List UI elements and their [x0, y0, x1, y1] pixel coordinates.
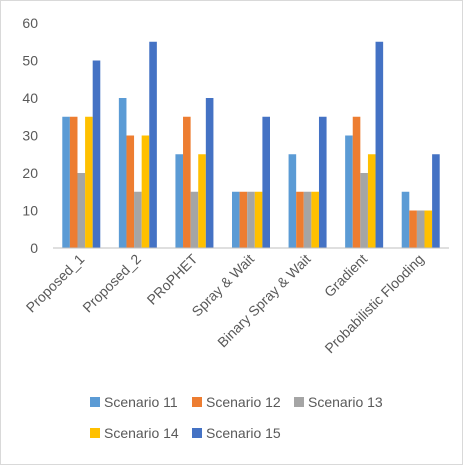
legend-swatch: [90, 397, 100, 407]
bar-scenario-13-0: [77, 173, 86, 248]
bar-scenario-11-0: [62, 116, 70, 248]
bar-scenario-11-1: [118, 98, 127, 248]
legend-swatch: [192, 397, 202, 407]
bar-scenario-15-1: [149, 41, 157, 248]
x-tick-label: Proposed_1: [23, 251, 88, 316]
legend-label: Scenario 14: [104, 425, 179, 441]
legend-label: Scenario 15: [206, 425, 281, 441]
y-tick-label: 20: [22, 165, 38, 181]
bar-scenario-12-5: [352, 116, 361, 248]
y-tick-label: 10: [22, 203, 38, 219]
y-tick-label: 60: [22, 15, 38, 31]
legend-label: Scenario 11: [104, 394, 178, 410]
bar-scenario-15-5: [375, 41, 384, 248]
bar-scenario-14-4: [311, 191, 319, 248]
legend-label: Scenario 13: [308, 394, 383, 410]
bar-scenario-14-5: [367, 154, 376, 248]
y-tick-label: 0: [30, 240, 38, 256]
bar-scenario-13-3: [247, 191, 255, 248]
bar-scenario-13-4: [303, 191, 312, 248]
bar-scenario-14-3: [254, 191, 263, 248]
x-tick-label: Gradient: [321, 251, 370, 300]
bar-scenario-12-1: [126, 135, 135, 248]
bar-scenario-12-0: [69, 116, 78, 248]
bar-scenario-12-2: [183, 116, 191, 248]
legend-label: Scenario 12: [206, 394, 281, 410]
x-tick-label: PRoPHET: [144, 250, 201, 307]
y-tick-label: 40: [22, 90, 38, 106]
bar-scenario-12-4: [296, 191, 304, 248]
bar-scenario-13-2: [190, 191, 199, 248]
legend: Scenario 11 Scenario 12 Scenario 13 Scenari…: [90, 394, 383, 441]
bar-scenario-12-6: [409, 210, 417, 248]
bar-scenario-11-4: [288, 154, 297, 248]
bar-scenario-15-4: [318, 116, 327, 248]
bar-scenario-11-6: [401, 191, 410, 248]
bar-scenario-13-5: [360, 173, 368, 248]
x-tick-label: Probabilistic Flooding: [321, 251, 426, 356]
legend-swatch: [90, 428, 100, 438]
bar-scenario-12-3: [239, 191, 248, 248]
bar-scenario-14-2: [198, 154, 206, 248]
bar-scenario-15-2: [205, 98, 214, 248]
bar-scenario-11-3: [232, 191, 240, 248]
bars: [62, 41, 440, 248]
bar-scenario-11-5: [345, 135, 353, 248]
legend-swatch: [294, 397, 304, 407]
legend-swatch: [192, 428, 202, 438]
bar-scenario-15-6: [432, 154, 440, 248]
x-tick-label: Binary Spray & Wait: [214, 251, 314, 351]
bar-scenario-13-1: [134, 191, 142, 248]
x-tick-label: Proposed_2: [79, 251, 144, 316]
y-tick-label: 50: [22, 53, 38, 69]
y-tick-label: 30: [22, 128, 38, 144]
bar-scenario-11-2: [175, 154, 184, 248]
bar-scenario-15-3: [262, 116, 270, 248]
bar-scenario-15-0: [92, 60, 101, 248]
bar-scenario-13-6: [416, 210, 425, 248]
bar-scenario-14-0: [85, 116, 93, 248]
bar-scenario-14-6: [424, 210, 433, 248]
y-axis: 0 10 20 30 40 50 60: [22, 15, 38, 256]
bar-scenario-14-1: [141, 135, 150, 248]
